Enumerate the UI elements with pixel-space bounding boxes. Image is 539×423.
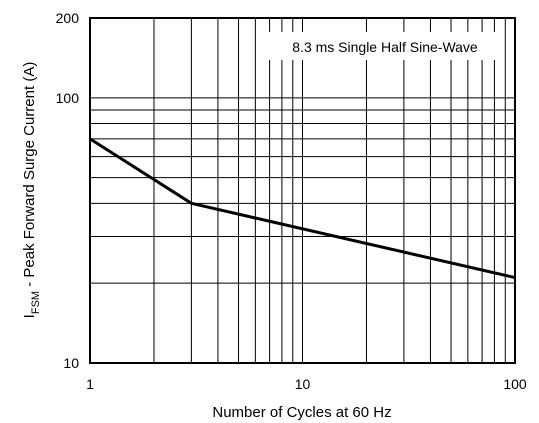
annotation-box: 8.3 ms Single Half Sine-Wave: [268, 32, 502, 60]
y-axis-label-main: I: [21, 314, 38, 318]
grid-lines: [90, 18, 515, 363]
x-tick-label: 10: [295, 376, 311, 392]
x-tick-label: 1: [86, 376, 94, 392]
y-tick-label: 10: [63, 355, 79, 371]
annotation-text: 8.3 ms Single Half Sine-Wave: [292, 39, 478, 55]
x-tick-label: 100: [503, 376, 527, 392]
x-axis-label: Number of Cycles at 60 Hz: [212, 404, 391, 421]
y-tick-label: 100: [56, 90, 80, 106]
plot-frame: [89, 17, 516, 364]
y-tick-label: 200: [56, 10, 80, 26]
series-layer: [89, 137, 516, 280]
y-axis-label-subscript: FSM: [30, 291, 42, 314]
y-axis-label-rest: - Peak Forward Surge Current (A): [21, 62, 38, 291]
y-tick-labels: 10 100 200: [56, 10, 80, 371]
x-tick-labels: 1 10 100: [86, 376, 527, 392]
y-axis-label: IFSM - Peak Forward Surge Current (A): [21, 62, 42, 319]
series-line: [89, 137, 516, 280]
